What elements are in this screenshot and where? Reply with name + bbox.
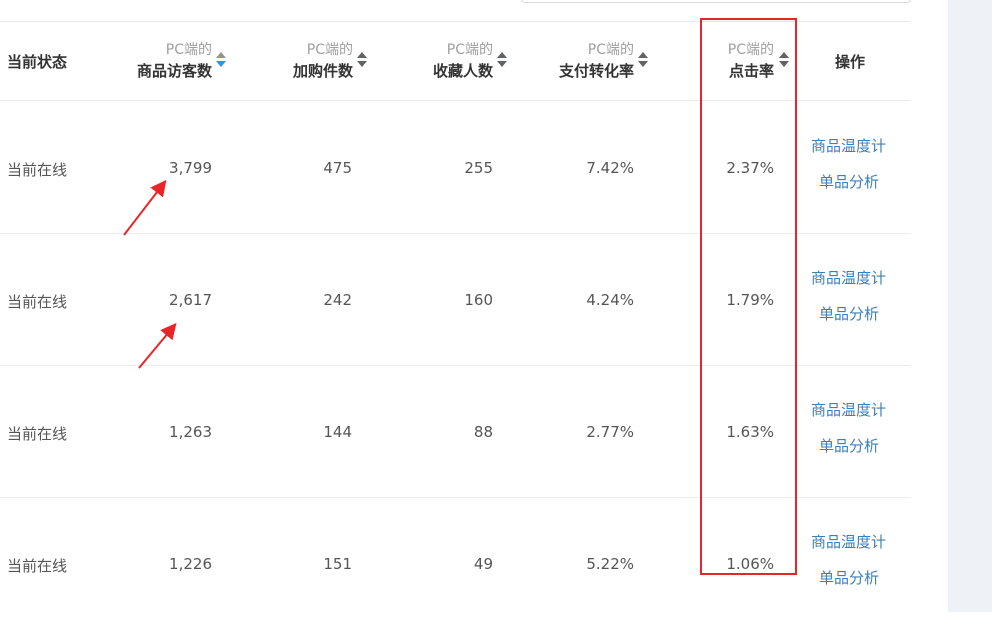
row-cart: 144 xyxy=(323,423,352,441)
row-fav: 88 xyxy=(473,423,493,441)
item-analysis-link[interactable]: 单品分析 xyxy=(819,305,880,323)
sort-fav-icon[interactable] xyxy=(497,52,507,68)
search-box-edge[interactable] xyxy=(521,0,911,3)
row-status: 当前在线 xyxy=(7,557,68,575)
header-ctr[interactable]: PC端的 点击率 xyxy=(672,22,774,100)
row-fav: 160 xyxy=(464,291,493,309)
sort-visitors-icon[interactable] xyxy=(216,52,226,68)
ctr-highlight-box xyxy=(700,18,797,575)
row-ctr: 1.63% xyxy=(726,423,774,441)
thermometer-link[interactable]: 商品温度计 xyxy=(811,401,887,419)
row-ctr: 1.79% xyxy=(726,291,774,309)
row-visitors: 3,799 xyxy=(169,159,212,177)
header-cart[interactable]: PC端的 加购件数 xyxy=(250,22,353,100)
header-ctr-main: 点击率 xyxy=(728,62,774,80)
header-conv[interactable]: PC端的 支付转化率 xyxy=(530,22,634,100)
page-side-gutter xyxy=(948,0,992,612)
table-row: 当前在线 2,617 242 160 4.24% 1.79% 商品温度计 单品分… xyxy=(0,233,910,366)
header-fav-main: 收藏人数 xyxy=(432,62,493,80)
row-conv: 4.24% xyxy=(586,291,634,309)
header-visitors-sub: PC端的 xyxy=(165,42,212,58)
table-header: 当前状态 PC端的 商品访客数 PC端的 加购件数 PC端的 收藏人数 PC端的… xyxy=(0,22,910,101)
sort-conv-icon[interactable] xyxy=(638,52,648,68)
row-status: 当前在线 xyxy=(7,293,68,311)
row-fav: 49 xyxy=(473,555,493,573)
row-conv: 5.22% xyxy=(586,555,634,573)
row-ctr: 1.06% xyxy=(726,555,774,573)
row-visitors: 2,617 xyxy=(169,291,212,309)
row-cart: 151 xyxy=(323,555,352,573)
header-ctr-sub: PC端的 xyxy=(727,42,774,58)
header-status-label: 当前状态 xyxy=(7,52,68,71)
sort-ctr-icon[interactable] xyxy=(779,52,789,68)
row-status: 当前在线 xyxy=(7,425,68,443)
item-analysis-link[interactable]: 单品分析 xyxy=(819,173,880,191)
header-action-label: 操作 xyxy=(834,52,865,71)
row-conv: 7.42% xyxy=(586,159,634,177)
header-cart-sub: PC端的 xyxy=(306,42,353,58)
header-visitors-main: 商品访客数 xyxy=(136,62,212,80)
row-visitors: 1,226 xyxy=(169,555,212,573)
header-conv-main: 支付转化率 xyxy=(558,62,634,80)
thermometer-link[interactable]: 商品温度计 xyxy=(811,533,887,551)
header-cart-main: 加购件数 xyxy=(292,62,353,80)
row-ctr: 2.37% xyxy=(726,159,774,177)
table-row: 当前在线 1,226 151 49 5.22% 1.06% 商品温度计 单品分析 xyxy=(0,497,910,629)
table-row: 当前在线 1,263 144 88 2.77% 1.63% 商品温度计 单品分析 xyxy=(0,365,910,498)
header-visitors[interactable]: PC端的 商品访客数 xyxy=(110,22,212,100)
header-fav[interactable]: PC端的 收藏人数 xyxy=(390,22,493,100)
item-analysis-link[interactable]: 单品分析 xyxy=(819,569,880,587)
header-status: 当前状态 xyxy=(7,22,107,100)
thermometer-link[interactable]: 商品温度计 xyxy=(811,137,887,155)
row-cart: 242 xyxy=(323,291,352,309)
header-fav-sub: PC端的 xyxy=(446,42,493,58)
row-fav: 255 xyxy=(464,159,493,177)
row-visitors: 1,263 xyxy=(169,423,212,441)
row-cart: 475 xyxy=(323,159,352,177)
row-status: 当前在线 xyxy=(7,161,68,179)
table-row: 当前在线 3,799 475 255 7.42% 2.37% 商品温度计 单品分… xyxy=(0,101,910,234)
item-analysis-link[interactable]: 单品分析 xyxy=(819,437,880,455)
sort-cart-icon[interactable] xyxy=(357,52,367,68)
header-action: 操作 xyxy=(810,22,890,100)
header-conv-sub: PC端的 xyxy=(587,42,634,58)
table-top-border xyxy=(0,21,910,22)
row-conv: 2.77% xyxy=(586,423,634,441)
thermometer-link[interactable]: 商品温度计 xyxy=(811,269,887,287)
